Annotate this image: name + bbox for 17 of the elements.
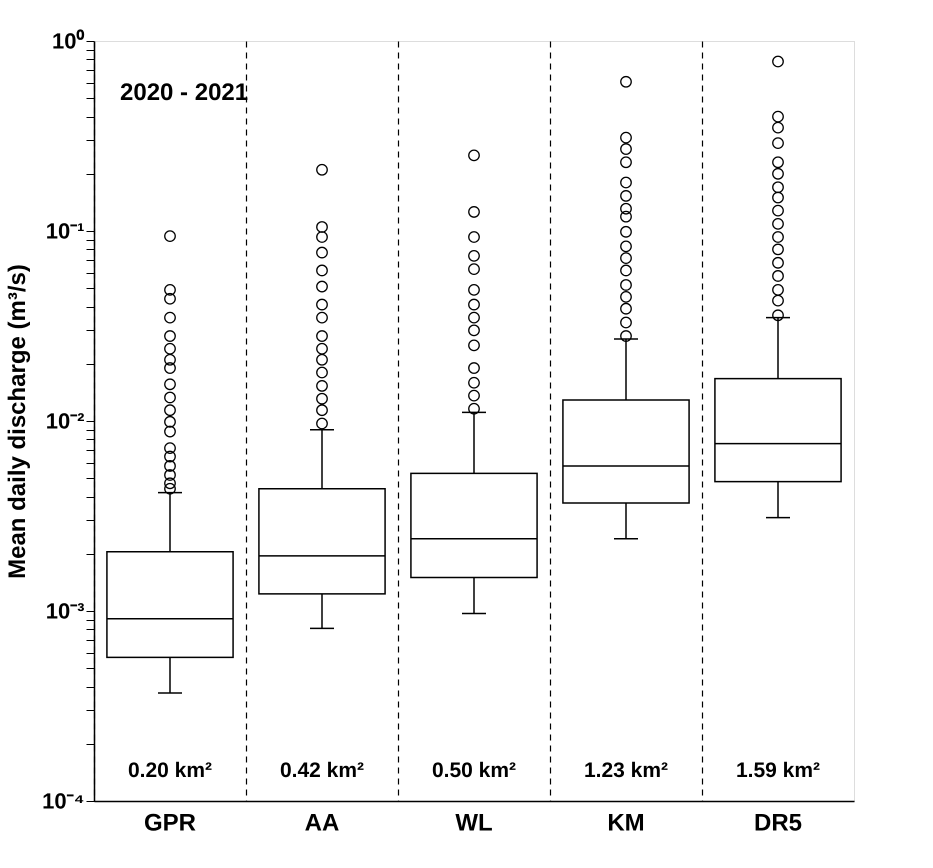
x-tick-label: AA bbox=[304, 810, 340, 836]
y-axis-title: Mean daily discharge (m³/s) bbox=[4, 264, 32, 579]
y-tick-label: 10⁻³ bbox=[46, 598, 84, 624]
annotation: 1.59 km² bbox=[736, 759, 820, 782]
annotation: 1.23 km² bbox=[584, 759, 668, 782]
annotation: 0.20 km² bbox=[128, 759, 212, 782]
x-tick-label: KM bbox=[607, 810, 645, 836]
annotation: 2020 - 2021 bbox=[120, 79, 248, 106]
annotation: 0.50 km² bbox=[432, 759, 516, 782]
y-tick-label: 10⁰ bbox=[52, 28, 84, 54]
x-tick-label: DR5 bbox=[754, 810, 802, 836]
y-tick-label: 10⁻¹ bbox=[46, 218, 84, 244]
y-tick-label: 10⁻² bbox=[46, 408, 84, 434]
x-tick-label: GPR bbox=[144, 810, 196, 836]
x-tick-label: WL bbox=[455, 810, 493, 836]
y-tick-label: 10⁻⁴ bbox=[42, 788, 84, 814]
annotation: 0.42 km² bbox=[280, 759, 364, 782]
